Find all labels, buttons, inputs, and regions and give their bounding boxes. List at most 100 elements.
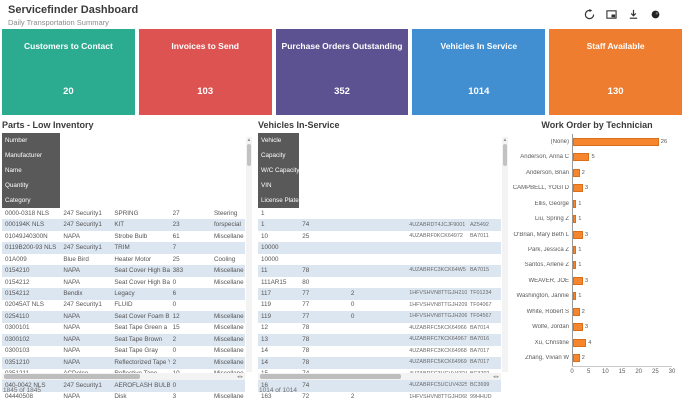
table-row[interactable]: 14 78 4UZABRFC3KCK64968 BA7017 xyxy=(258,345,501,358)
table-row[interactable]: 04440508 NAPA Disk 3 Miscellane xyxy=(2,391,245,401)
table-row[interactable]: 10000 xyxy=(258,242,501,254)
column-header[interactable]: Quantity xyxy=(2,178,61,193)
cell-name: Seat Tape Gray xyxy=(114,347,158,355)
table-row[interactable]: 13 78 4UZABRFC7KCK64967 BA7016 xyxy=(258,334,501,346)
scroll-thumb[interactable] xyxy=(260,374,401,379)
horizontal-scrollbar[interactable]: ◂▸ xyxy=(258,373,501,380)
cell-vin: 4UZABRFC5KCK64969 xyxy=(409,359,467,366)
kpi-card[interactable]: Invoices to Send 103 xyxy=(138,29,272,115)
table-row[interactable]: 12 78 4UZABRFC5KCK64966 BA7014 xyxy=(258,322,501,335)
chart-row: Zhang, Vivian W 2 xyxy=(512,350,672,367)
kpi-card[interactable]: Staff Available 130 xyxy=(549,29,682,115)
cell-vin: 4UZABRFC5UCUV4325 xyxy=(409,382,467,389)
cell-category: Miscellane xyxy=(213,358,244,366)
kpi-card[interactable]: Vehicles In Service 1014 xyxy=(412,29,546,115)
table-row[interactable]: 0119B200-93 NLS 247 Security1 TRIM 7 xyxy=(2,242,245,254)
scroll-thumb[interactable] xyxy=(4,374,141,379)
scroll-arrows[interactable]: ◂▸ xyxy=(236,373,244,380)
chart-row: Washington, Jannie 1 xyxy=(512,288,672,305)
table-row[interactable]: 01049J40300N NAPA Strobe Bulb 61 Miscell… xyxy=(2,230,245,243)
table-row[interactable]: 0254110 NAPA Seat Cover Foam BB ... 12 M… xyxy=(2,311,245,323)
table-row[interactable]: 0300103 NAPA Seat Tape Gray 0 Miscellane xyxy=(2,345,245,358)
cell-wc-capacity xyxy=(348,242,406,253)
chart-bar[interactable] xyxy=(573,199,577,208)
vertical-scrollbar[interactable]: ▲ xyxy=(502,137,508,372)
chart-bar[interactable] xyxy=(573,184,583,193)
chart-bar[interactable] xyxy=(573,215,577,224)
horizontal-scrollbar[interactable]: ◂▸ xyxy=(2,373,245,380)
chart-track: 3 xyxy=(572,319,672,336)
chart-bar[interactable] xyxy=(573,153,590,162)
column-header[interactable]: Category xyxy=(2,193,61,208)
table-row[interactable]: 1 74 4UZABRDT4JCJF9001 AZ5492 xyxy=(258,219,501,231)
table-row[interactable]: 040-0042 NLS 247 Security1 AEROFLASH BUL… xyxy=(2,380,245,392)
cell-category: Miscellane xyxy=(213,347,244,355)
chart-bar[interactable] xyxy=(573,261,577,270)
table-row[interactable]: 117 77 2 1HFVSHVN8TTGJH210 TF01234 xyxy=(258,288,501,300)
chart-track: 1 xyxy=(572,242,672,258)
table-row[interactable]: 0300101 NAPA Seat Tape Green a 15 Miscel… xyxy=(2,322,245,335)
chart-bar-value: 2 xyxy=(581,355,585,362)
column-header[interactable]: Name xyxy=(2,163,61,178)
table-row[interactable]: 0154210 NAPA Seat Cover High Back 383 Mi… xyxy=(2,265,245,277)
table-row[interactable]: 1 xyxy=(258,208,501,220)
cell-manufacturer: 247 Security1 xyxy=(63,381,102,389)
chart-bar[interactable] xyxy=(573,276,583,285)
column-header[interactable]: Vehicle xyxy=(258,133,300,148)
table-row[interactable]: 02045AT NLS 247 Security1 FLUID 0 xyxy=(2,299,245,312)
cell-number: 0351210 xyxy=(5,358,30,366)
chart-bar[interactable] xyxy=(573,307,580,316)
table-row[interactable]: 119 77 0 1HFVSHVN8TTGJH209 TF04067 xyxy=(258,299,501,312)
table-row[interactable]: 0351210 NAPA Reflectorized Tape Y... 2 M… xyxy=(2,357,245,369)
table-row[interactable]: 0154212 NAPA Seat Cover High Bac... 0 Mi… xyxy=(2,276,245,289)
chart-row: White, Robert S 2 xyxy=(512,304,672,320)
table-row[interactable]: 01A009 Blue Bird Heater Motor 25 Cooling xyxy=(2,253,245,266)
column-header[interactable]: W/C Capacity xyxy=(258,163,300,178)
column-header[interactable]: Capacity xyxy=(258,148,300,163)
scroll-thumb[interactable] xyxy=(247,144,251,166)
column-header[interactable]: Manufacturer xyxy=(2,148,61,163)
kpi-card[interactable]: Customers to Contact 20 xyxy=(2,29,135,115)
chart-bar[interactable] xyxy=(573,323,583,332)
cell-manufacturer: 247 Security1 xyxy=(63,301,102,309)
table-row[interactable]: 0154212 Bendix Legacy 6 xyxy=(2,288,245,300)
column-header[interactable]: License Plate xyxy=(258,193,300,208)
table-row[interactable]: 0300102 NAPA Seat Tape Brown 2 Miscellan… xyxy=(2,334,245,346)
table-row[interactable]: 163 72 2 1HFVSHVN8TTGJHD68 99HHUD xyxy=(258,391,501,401)
kpi-card[interactable]: Purchase Orders Outstanding 352 xyxy=(275,29,409,115)
table-row[interactable]: 000194K NLS 247 Security1 KIT 23 forspec… xyxy=(2,219,245,231)
table-row[interactable]: 111AR15 80 xyxy=(258,276,501,289)
table-row[interactable]: 10 25 4UZABRF0KCK64972 BA7011 xyxy=(258,230,501,243)
table-row[interactable]: 119 77 0 1HFVSHVN8TTGJH206 TF04567 xyxy=(258,311,501,323)
vertical-scrollbar[interactable]: ▲ xyxy=(246,137,252,372)
table-row[interactable]: 16 74 4UZABRFC5UCUV4325 BC3699 xyxy=(258,380,501,392)
chart-bar[interactable] xyxy=(573,292,577,301)
table-row[interactable]: 0000-0318 NLS 247 Security1 SPRING 27 St… xyxy=(2,208,245,220)
window-icon[interactable] xyxy=(605,8,618,21)
chart-bar[interactable] xyxy=(573,354,580,363)
column-header[interactable]: Number xyxy=(2,133,61,148)
download-icon[interactable] xyxy=(627,8,640,21)
scroll-thumb[interactable] xyxy=(503,144,507,166)
cell-license-plate: AZ5492 xyxy=(469,221,489,228)
cell-wc-capacity: 0 xyxy=(350,301,355,309)
panels-row: Parts - Low Inventory Number Manufacture… xyxy=(0,115,684,401)
refresh-icon[interactable] xyxy=(583,8,596,21)
column-header[interactable]: VIN xyxy=(258,178,300,193)
cell-manufacturer: NAPA xyxy=(63,267,80,275)
table-row[interactable]: 14 78 4UZABRFC5KCK64969 BA7017 xyxy=(258,357,501,369)
chart-bar[interactable] xyxy=(573,338,587,347)
chart-category-label: Anderson, Anna C xyxy=(520,154,569,161)
table-row[interactable]: 11 78 4UZABRFC3KCK64W5 BA7015 xyxy=(258,265,501,277)
chart-bar[interactable] xyxy=(573,137,659,146)
chart-bar[interactable] xyxy=(573,230,583,239)
chart-track: 2 xyxy=(572,304,672,320)
cell-vehicle: 1 xyxy=(261,209,265,217)
table-row[interactable]: 10000 xyxy=(258,253,501,266)
chart-bar[interactable] xyxy=(573,246,577,255)
chart-track: 2 xyxy=(572,164,672,181)
record-icon[interactable] xyxy=(649,8,662,21)
scroll-arrows[interactable]: ◂▸ xyxy=(492,373,500,380)
kpi-row: Customers to Contact 20 Invoices to Send… xyxy=(0,28,684,115)
chart-bar[interactable] xyxy=(573,168,580,177)
